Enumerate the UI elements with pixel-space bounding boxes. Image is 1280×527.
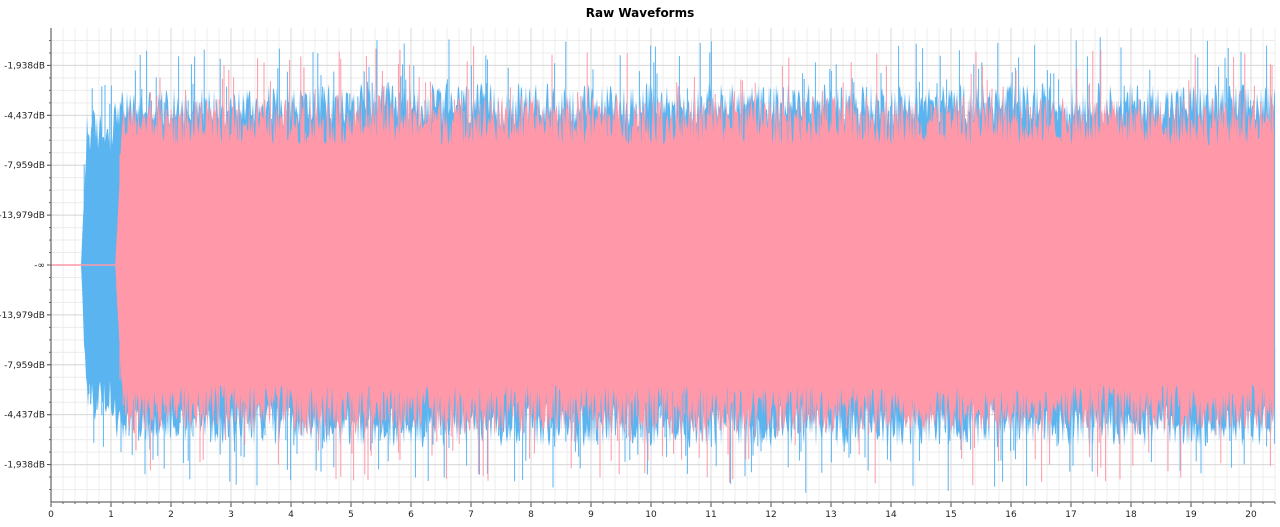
x-tick-label: 16 <box>1005 510 1017 520</box>
x-tick-label: 5 <box>348 510 354 520</box>
x-tick-label: 4 <box>288 510 294 520</box>
y-tick-label: -13,979dB <box>0 311 45 321</box>
waveform-peaks <box>116 46 1273 486</box>
y-tick-label: -13,979dB <box>0 211 45 221</box>
x-tick-label: 11 <box>705 510 716 520</box>
x-tick-label: 8 <box>528 510 534 520</box>
x-tick-label: 6 <box>408 510 414 520</box>
x-tick-label: 17 <box>1065 510 1076 520</box>
x-tick-label: 13 <box>825 510 836 520</box>
y-tick-label: -∞ <box>34 261 45 271</box>
y-tick-label: -4,437dB <box>4 111 45 121</box>
y-tick-label: -4,437dB <box>4 411 45 421</box>
axes: -1,938dB -4,437dB -7,959dB -13,979dB -∞ -13,9… <box>0 28 1276 520</box>
x-tick-label: 10 <box>645 510 657 520</box>
waveform-series-2 <box>115 46 1275 486</box>
x-tick-label: 7 <box>468 510 474 520</box>
y-tick-label: -7,959dB <box>4 361 45 371</box>
x-tick-label: 19 <box>1185 510 1197 520</box>
x-tick-label: 14 <box>885 510 897 520</box>
y-tick-label: -1,938dB <box>4 61 45 71</box>
series-layer <box>51 37 1276 493</box>
x-tick-label: 3 <box>228 510 234 520</box>
x-tick-label: 2 <box>168 510 174 520</box>
x-tick-label: 12 <box>765 510 776 520</box>
x-tick-label: 18 <box>1125 510 1137 520</box>
x-tick-label: 20 <box>1245 510 1257 520</box>
x-tick-label: 0 <box>48 510 54 520</box>
x-tick-label: 9 <box>588 510 594 520</box>
y-tick-label: -1,938dB <box>4 461 45 471</box>
x-tick-label: 1 <box>108 510 114 520</box>
chart-title: Raw Waveforms <box>585 6 695 20</box>
x-tick-label: 15 <box>945 510 956 520</box>
y-tick-label: -7,959dB <box>4 161 45 171</box>
